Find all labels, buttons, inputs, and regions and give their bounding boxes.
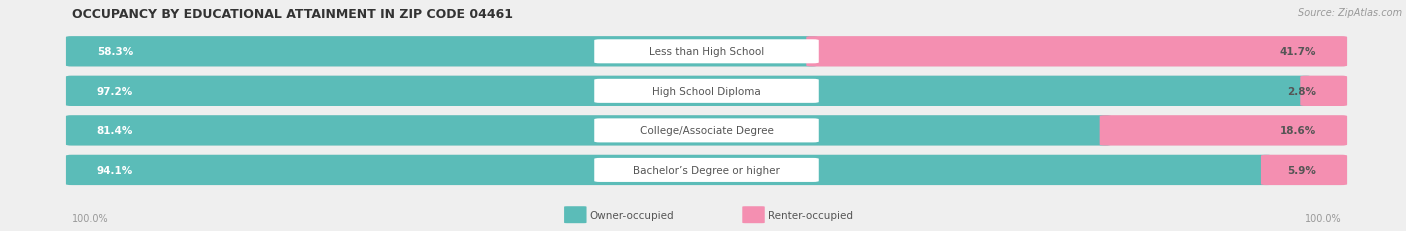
FancyBboxPatch shape [1099,116,1347,146]
Text: 41.7%: 41.7% [1279,47,1316,57]
Text: High School Diploma: High School Diploma [652,86,761,96]
Text: Renter-occupied: Renter-occupied [768,210,852,220]
FancyBboxPatch shape [595,158,818,182]
Text: 97.2%: 97.2% [97,86,134,96]
Text: 100.0%: 100.0% [1305,213,1341,223]
Text: College/Associate Degree: College/Associate Degree [640,126,773,136]
FancyBboxPatch shape [66,116,1111,146]
Text: 58.3%: 58.3% [97,47,134,57]
Text: Source: ZipAtlas.com: Source: ZipAtlas.com [1298,8,1402,18]
FancyBboxPatch shape [66,37,817,67]
Text: Owner-occupied: Owner-occupied [589,210,673,220]
FancyBboxPatch shape [595,79,818,103]
FancyBboxPatch shape [66,76,1312,106]
Text: 18.6%: 18.6% [1279,126,1316,136]
FancyBboxPatch shape [595,40,818,64]
FancyBboxPatch shape [564,206,586,223]
FancyBboxPatch shape [66,37,1347,67]
FancyBboxPatch shape [66,116,1347,146]
FancyBboxPatch shape [742,206,765,223]
FancyBboxPatch shape [1261,155,1347,185]
FancyBboxPatch shape [595,119,818,143]
Text: OCCUPANCY BY EDUCATIONAL ATTAINMENT IN ZIP CODE 04461: OCCUPANCY BY EDUCATIONAL ATTAINMENT IN Z… [72,8,513,21]
Text: Less than High School: Less than High School [650,47,763,57]
Text: 94.1%: 94.1% [97,165,134,175]
Text: 5.9%: 5.9% [1288,165,1316,175]
FancyBboxPatch shape [66,155,1347,185]
FancyBboxPatch shape [66,76,1347,106]
Text: 2.8%: 2.8% [1288,86,1316,96]
Text: 81.4%: 81.4% [97,126,134,136]
FancyBboxPatch shape [1301,76,1347,106]
Text: Bachelor’s Degree or higher: Bachelor’s Degree or higher [633,165,780,175]
FancyBboxPatch shape [806,37,1347,67]
Text: 100.0%: 100.0% [72,213,108,223]
FancyBboxPatch shape [66,155,1272,185]
